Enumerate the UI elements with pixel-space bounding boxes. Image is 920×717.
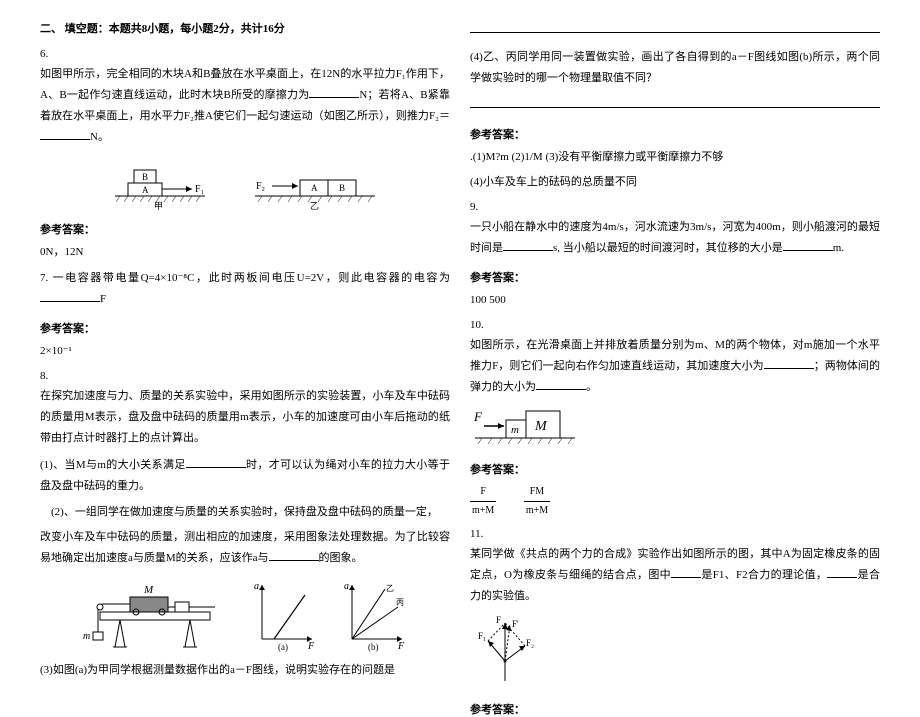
blank: [40, 128, 90, 140]
q8-p2bt: 改变小车及车中砝码的质量，测出相应的加速度，采用图象法处理数据。为了比较容易地确…: [40, 531, 450, 564]
q9-text: 一只小船在静水中的速度为4m/s，河水流速为3m/s，河宽为400m，则小船渡河…: [470, 217, 880, 259]
blank: [186, 456, 246, 468]
blank: [309, 86, 359, 98]
q8-num: 8.: [40, 370, 450, 382]
q11-text: 某同学做《共点的两个力的合成》实验作出如图所示的图，其中A为固定橡皮条的固定点，…: [470, 544, 880, 607]
ax: F: [307, 641, 315, 652]
q6-text: 如图甲所示，完全相同的木块A和B叠放在水平桌面上，在12N的水平拉力F₁作用下，…: [40, 64, 450, 148]
q6-text3: N。: [90, 131, 109, 143]
label-f2: F₂: [256, 181, 265, 192]
q7-ans-label: 参考答案：: [40, 320, 450, 336]
q11-f2: F₂: [526, 638, 534, 648]
bx: F: [397, 641, 405, 652]
label-a: A: [142, 185, 149, 195]
blank: [470, 21, 880, 33]
bl1: 乙: [386, 584, 394, 593]
q10-text: 如图所示，在光滑桌面上并排放着质量分别为m、M的两个物体，对m施加一个水平推力F…: [470, 335, 880, 398]
blank: [503, 239, 553, 251]
q8-intro: 在探究加速度与力、质量的关系实验中，采用如图所示的实验装置，小车及车中砝码的质量…: [40, 386, 450, 449]
q8-p2c: 的图象。: [319, 552, 363, 564]
blank: [783, 239, 833, 251]
q11-num: 11.: [470, 528, 880, 540]
q6-fig-b: F₂ A B 乙: [250, 156, 380, 211]
blank: [40, 290, 100, 302]
q7-u: F: [100, 293, 106, 305]
ay: a: [254, 581, 259, 592]
q8-p3t: (3)如图(a)为甲同学根据测量数据作出的a－F图线，说明实验存在的问题是: [40, 664, 395, 676]
section-title: 二、 填空题：本题共8小题，每小题2分，共计16分: [40, 20, 450, 36]
q9-t2: s, 当小船以最短的时间渡河时，其位移的大小是: [553, 242, 783, 254]
label-jia: 甲: [154, 201, 163, 211]
q8-ans-label: 参考答案：: [470, 126, 880, 142]
right-column: (4)乙、丙同学用同一装置做实验，画出了各自得到的a－F图线如图(b)所示，两个…: [460, 20, 890, 631]
q10-t3: 。: [586, 381, 597, 393]
q8-ans2: (4)小车及车上的砝码的总质量不同: [470, 173, 880, 193]
frac2: FMm+M: [524, 483, 550, 520]
q8-p1a: (1)、当M与m的大小关系满足: [40, 459, 186, 471]
bl2: 丙: [396, 598, 404, 607]
blank: [827, 566, 857, 578]
q10-M: M: [534, 419, 548, 434]
q7-t: 7. 一电容器带电量Q=4×10⁻⁸C，此时两板间电压U=2V，则此电容器的电容…: [40, 272, 450, 284]
q6-ans: 0N，12N: [40, 243, 450, 263]
q8-p4-blank: [470, 95, 880, 116]
q8-p2b: 改变小车及车中砝码的质量，测出相应的加速度，采用图象法处理数据。为了比较容易地确…: [40, 527, 450, 569]
q9-ans-label: 参考答案：: [470, 269, 880, 285]
q11-f1: F₁: [478, 631, 486, 641]
cart-M: M: [143, 584, 154, 596]
q8-p3: (3)如图(a)为甲同学根据测量数据作出的a－F图线，说明实验存在的问题是: [40, 660, 450, 681]
blank: [671, 566, 701, 578]
q6-diagrams: B A F₁ 甲 F₂ A B 乙: [40, 156, 450, 211]
f1b: m+M: [470, 502, 496, 520]
label-b: B: [142, 172, 148, 182]
blank: [470, 96, 880, 108]
blank: [764, 357, 814, 369]
chart-a: a F (a): [250, 577, 320, 652]
q10-ans-label: 参考答案：: [470, 461, 880, 477]
q6-fig-a: B A F₁ 甲: [110, 156, 220, 211]
label-f1: F₁: [195, 184, 204, 195]
left-column: 二、 填空题：本题共8小题，每小题2分，共计16分 6. 如图甲所示，完全相同的…: [30, 20, 460, 631]
q8-device: M m: [80, 577, 230, 652]
q8-p3-blank: [470, 20, 880, 41]
label-a2: A: [311, 183, 318, 193]
f2t: FM: [524, 483, 550, 502]
q11-f: F: [496, 615, 501, 625]
q10-F: F: [473, 409, 483, 424]
q6-num: 6.: [40, 48, 450, 60]
q9-num: 9.: [470, 201, 880, 213]
q8-p4: (4)乙、丙同学用同一装置做实验，画出了各自得到的a－F图线如图(b)所示，两个…: [470, 47, 880, 89]
label-yi: 乙: [310, 201, 319, 211]
q8-ans1: .(1)M?m (2)1/M (3)没有平衡摩擦力或平衡摩擦力不够: [470, 148, 880, 168]
f1t: F: [470, 483, 496, 502]
q10-num: 10.: [470, 319, 880, 331]
q10-fig: F m M: [470, 403, 580, 448]
q7-ans: 2×10⁻¹: [40, 342, 450, 362]
q8-p1: (1)、当M与m的大小关系满足时，才可以认为绳对小车的拉力大小等于盘及盘中砝码的…: [40, 455, 450, 497]
q11-t2: 是F1、F2合力的理论值，: [701, 569, 827, 581]
label-b2: B: [339, 183, 345, 193]
hang-m: m: [83, 631, 90, 642]
q7-text: 7. 一电容器带电量Q=4×10⁻⁸C，此时两板间电压U=2V，则此电容器的电容…: [40, 268, 450, 310]
by: a: [344, 581, 349, 592]
q6-ans-label: 参考答案：: [40, 221, 450, 237]
f2b: m+M: [524, 502, 550, 520]
q11-fp: F': [512, 619, 519, 629]
blank: [269, 549, 319, 561]
q9-ans: 100 500: [470, 291, 880, 311]
q9-t3: m.: [833, 242, 844, 254]
chart-b: 乙 丙 a F (b): [340, 577, 410, 652]
blank: [536, 378, 586, 390]
q11-ans-label: 参考答案：: [470, 701, 880, 717]
q8-p2: (2)、一组同学在做加速度与质量的关系实验时，保持盘及盘中砝码的质量一定，: [40, 502, 450, 523]
q10-m: m: [511, 424, 519, 436]
q8-figs: M m a F (a) 乙 丙 a F (b): [40, 577, 450, 652]
frac1: Fm+M: [470, 483, 496, 520]
q8-p4t: (4)乙、丙同学用同一装置做实验，画出了各自得到的a－F图线如图(b)所示，两个…: [470, 51, 880, 84]
q10-ans: Fm+M FMm+M: [470, 483, 880, 520]
